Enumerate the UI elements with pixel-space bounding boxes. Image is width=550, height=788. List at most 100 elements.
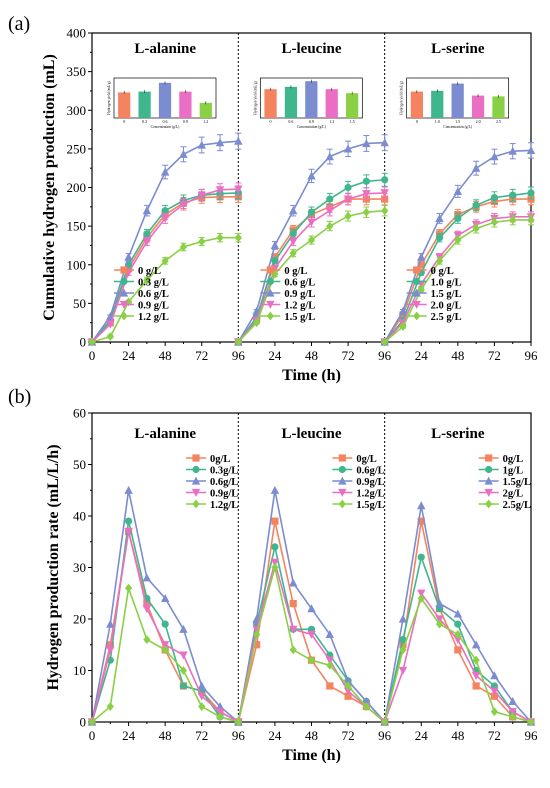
data-point	[124, 252, 133, 261]
y-tick-label: 0	[80, 335, 87, 350]
data-point	[160, 594, 170, 602]
data-point	[271, 563, 279, 572]
data-point	[344, 211, 352, 221]
data-point	[124, 485, 133, 494]
inset-x-title: Concentration (g/L)	[151, 125, 180, 129]
data-point	[454, 214, 462, 222]
data-point	[270, 485, 280, 494]
x-tick-label: 0	[89, 348, 96, 363]
data-point	[399, 311, 407, 319]
inset-tick-label: 1.5	[350, 119, 355, 124]
inset-tick-label: 0.6	[288, 119, 293, 124]
data-point	[435, 615, 444, 624]
data-point	[343, 144, 353, 153]
x-tick-label: 24	[122, 348, 136, 363]
data-point	[142, 237, 152, 246]
panel-label-a: (a)	[8, 13, 30, 35]
legend-marker	[266, 277, 274, 286]
legend-label: 2.0 g/L	[431, 301, 462, 312]
legend-marker	[413, 311, 421, 321]
subplot-title: L-leucine	[282, 41, 342, 57]
data-point	[143, 275, 151, 285]
legend-label: 1.5g/L	[356, 500, 384, 511]
inset-bar	[492, 96, 505, 118]
legend-marker	[191, 476, 201, 485]
legend-marker	[338, 465, 346, 474]
y-axis-title: Hydrogen production rate (mL/L/h)	[45, 444, 62, 690]
data-point	[307, 208, 316, 216]
data-point	[271, 517, 279, 525]
legend-marker	[266, 288, 275, 297]
legend-label: 0.9 g/L	[284, 289, 315, 300]
inset-bar	[325, 89, 338, 118]
data-point	[289, 206, 298, 215]
data-point	[160, 214, 170, 223]
inset-x-title: Concentration (g/L)	[443, 125, 472, 129]
data-point	[399, 322, 407, 331]
inset-tick-label: 0	[416, 119, 418, 124]
data-point	[307, 218, 316, 227]
data-point	[198, 237, 206, 246]
data-point	[362, 177, 370, 185]
inset-bar	[305, 81, 318, 118]
subplot-title: L-serine	[431, 426, 485, 442]
data-point	[508, 708, 517, 717]
data-point	[435, 599, 444, 608]
data-point	[398, 614, 408, 623]
data-point	[289, 230, 297, 238]
chart-hydrogen-rate: 0 10 20 30 40 50 60 0 24 48 72 96 24 48 72 96 24 48 72 96 Ti…	[45, 406, 538, 765]
subplot-title: L-leucine	[282, 426, 342, 442]
y-tick-label: 250	[67, 141, 87, 156]
data-point	[179, 149, 188, 158]
data-point	[270, 241, 280, 250]
chart-cumulative-hydrogen: 0 50 100 150 200 250 300 350 400 0 24 48 72 96 24 48 72 9…	[41, 26, 538, 385]
data-point	[343, 195, 353, 204]
data-point	[471, 640, 481, 649]
data-point	[417, 594, 425, 603]
legend-label: 0.6g/L	[210, 477, 238, 488]
x-axis-title: Time (h)	[282, 747, 341, 764]
data-point	[289, 645, 297, 655]
inset-bar	[431, 90, 444, 118]
legend-marker	[191, 488, 201, 497]
data-point	[179, 242, 188, 252]
data-point	[435, 234, 444, 242]
data-point	[472, 224, 480, 233]
x-tick-label: 24	[415, 348, 429, 363]
data-point	[124, 265, 133, 273]
legend-marker	[412, 300, 421, 309]
inset-bar	[346, 93, 359, 118]
data-point	[381, 176, 389, 184]
data-point	[527, 189, 535, 197]
data-point	[271, 257, 279, 265]
x-tick-label: 48	[451, 728, 464, 743]
data-point	[271, 543, 279, 551]
data-point	[161, 645, 169, 655]
inset-tick-label: 0.6	[163, 119, 168, 124]
inset-bar	[138, 91, 151, 118]
y-tick-label: 20	[73, 612, 86, 627]
legend-marker	[120, 277, 128, 286]
legend-label: 2.5 g/L	[431, 312, 462, 323]
data-point	[381, 337, 389, 347]
data-point	[216, 233, 224, 243]
data-point	[509, 712, 517, 722]
data-point	[234, 233, 242, 243]
data-point	[326, 682, 334, 690]
legend-label: 1.2g/L	[210, 500, 238, 511]
data-point	[179, 666, 188, 675]
data-point	[490, 193, 499, 202]
data-point	[325, 207, 334, 216]
inset-y-title: Hydrogen yield (mL/g)	[400, 80, 404, 114]
data-point	[124, 583, 133, 593]
data-point	[490, 671, 499, 680]
legend-marker	[413, 266, 421, 274]
inset-x-title: Concentration (g/L)	[297, 125, 326, 129]
data-point	[143, 635, 151, 644]
inset-y-title: Hydrogen yield (mL/g)	[253, 80, 257, 114]
y-tick-label: 50	[73, 296, 86, 311]
legend-label: 0.9g/L	[356, 477, 384, 488]
data-point	[362, 139, 371, 148]
data-point	[271, 253, 279, 261]
x-tick-label: 24	[268, 348, 282, 363]
